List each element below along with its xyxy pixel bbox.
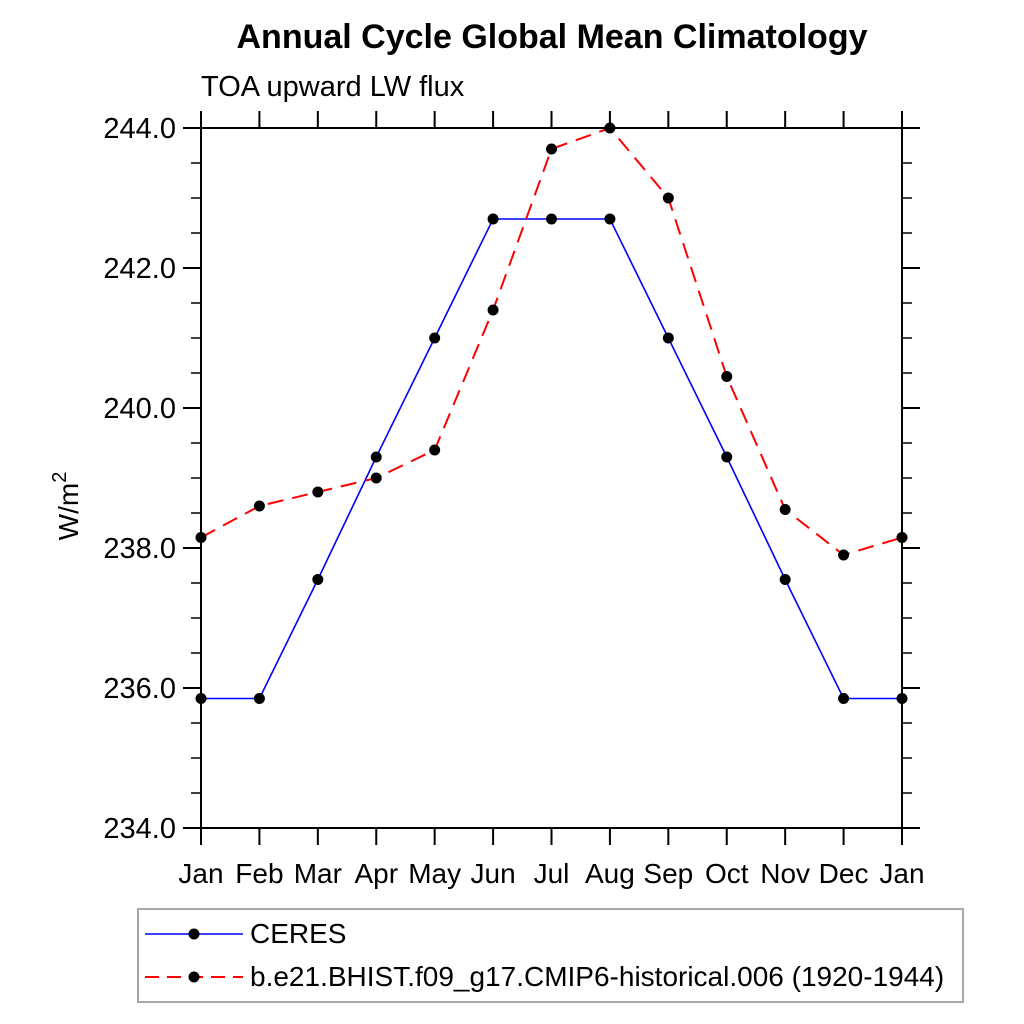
data-point-model (546, 143, 557, 155)
data-point-ceres (195, 693, 207, 704)
x-tick-label: Jul (534, 858, 570, 889)
ceres-line-marker-sample-icon (145, 928, 243, 940)
legend-item-ceres: CERES (143, 914, 962, 954)
chart-title: Annual Cycle Global Mean Climatology (236, 18, 868, 56)
series-line-ceres (201, 218, 902, 700)
legend: CERES b.e21.BHIST.f09_g17.CMIP6-historic… (137, 908, 964, 1003)
y-tick-label: 244.0 (103, 113, 176, 145)
data-point-model (779, 504, 791, 515)
x-tick-label: Jan (879, 858, 924, 889)
y-tick-label: 240.0 (103, 393, 176, 425)
legend-label-model: b.e21.BHIST.f09_g17.CMIP6-historical.006… (250, 961, 945, 993)
x-tick-label: Aug (585, 858, 635, 889)
data-point-ceres (779, 574, 791, 585)
data-point-model (604, 122, 616, 134)
x-tick-label: Sep (643, 858, 693, 889)
data-point-ceres (429, 332, 441, 344)
data-point-model (896, 532, 908, 543)
x-tick-label: Feb (235, 858, 283, 889)
x-tick-label: Mar (294, 858, 342, 889)
data-point-ceres (312, 574, 324, 585)
x-tick-label: May (408, 858, 461, 889)
data-point-ceres (370, 451, 382, 463)
data-point-model (195, 532, 207, 543)
data-point-ceres (604, 213, 616, 225)
data-point-model (487, 304, 499, 316)
y-tick-label: 238.0 (103, 533, 176, 565)
y-axis-label: W/m2 (49, 472, 84, 541)
legend-item-model: b.e21.BHIST.f09_g17.CMIP6-historical.006… (143, 957, 962, 997)
data-point-ceres (487, 213, 499, 225)
legend-label-ceres: CERES (250, 917, 347, 949)
x-tick-label: Dec (819, 858, 869, 889)
data-point-model (662, 192, 674, 204)
x-tick-label: Nov (760, 858, 810, 889)
x-tick-label: Oct (705, 858, 749, 889)
data-point-ceres (896, 693, 908, 704)
data-point-ceres (721, 451, 733, 463)
series-line-model (200, 126, 903, 557)
y-tick-label: 242.0 (103, 253, 176, 285)
x-tick-label: Jan (178, 858, 223, 889)
data-point-ceres (838, 693, 850, 704)
data-point-model (312, 486, 324, 498)
data-point-model (370, 472, 382, 484)
data-point-ceres (662, 332, 674, 344)
data-point-model (429, 444, 441, 456)
model-line-marker-sample-icon (145, 971, 243, 983)
x-tick-label: Jun (471, 858, 516, 889)
data-point-ceres (546, 213, 557, 225)
y-tick-label: 234.0 (103, 813, 176, 845)
data-point-model (253, 500, 265, 512)
y-tick-label: 236.0 (103, 673, 176, 705)
data-point-model (838, 549, 850, 561)
data-point-ceres (253, 693, 265, 704)
chart-subtitle: TOA upward LW flux (201, 71, 465, 103)
data-point-model (721, 371, 733, 382)
x-tick-label: Apr (354, 858, 398, 889)
plot-frame (200, 127, 903, 829)
